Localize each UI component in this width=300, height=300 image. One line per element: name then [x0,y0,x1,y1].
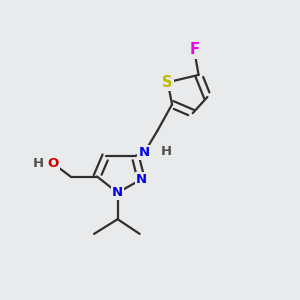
Text: O: O [47,157,58,170]
Text: N: N [112,186,123,199]
Text: N: N [139,146,150,159]
Text: N: N [136,173,147,186]
Text: S: S [162,75,173,90]
Text: H: H [160,145,171,158]
Text: H: H [33,157,44,170]
Text: F: F [189,42,199,57]
